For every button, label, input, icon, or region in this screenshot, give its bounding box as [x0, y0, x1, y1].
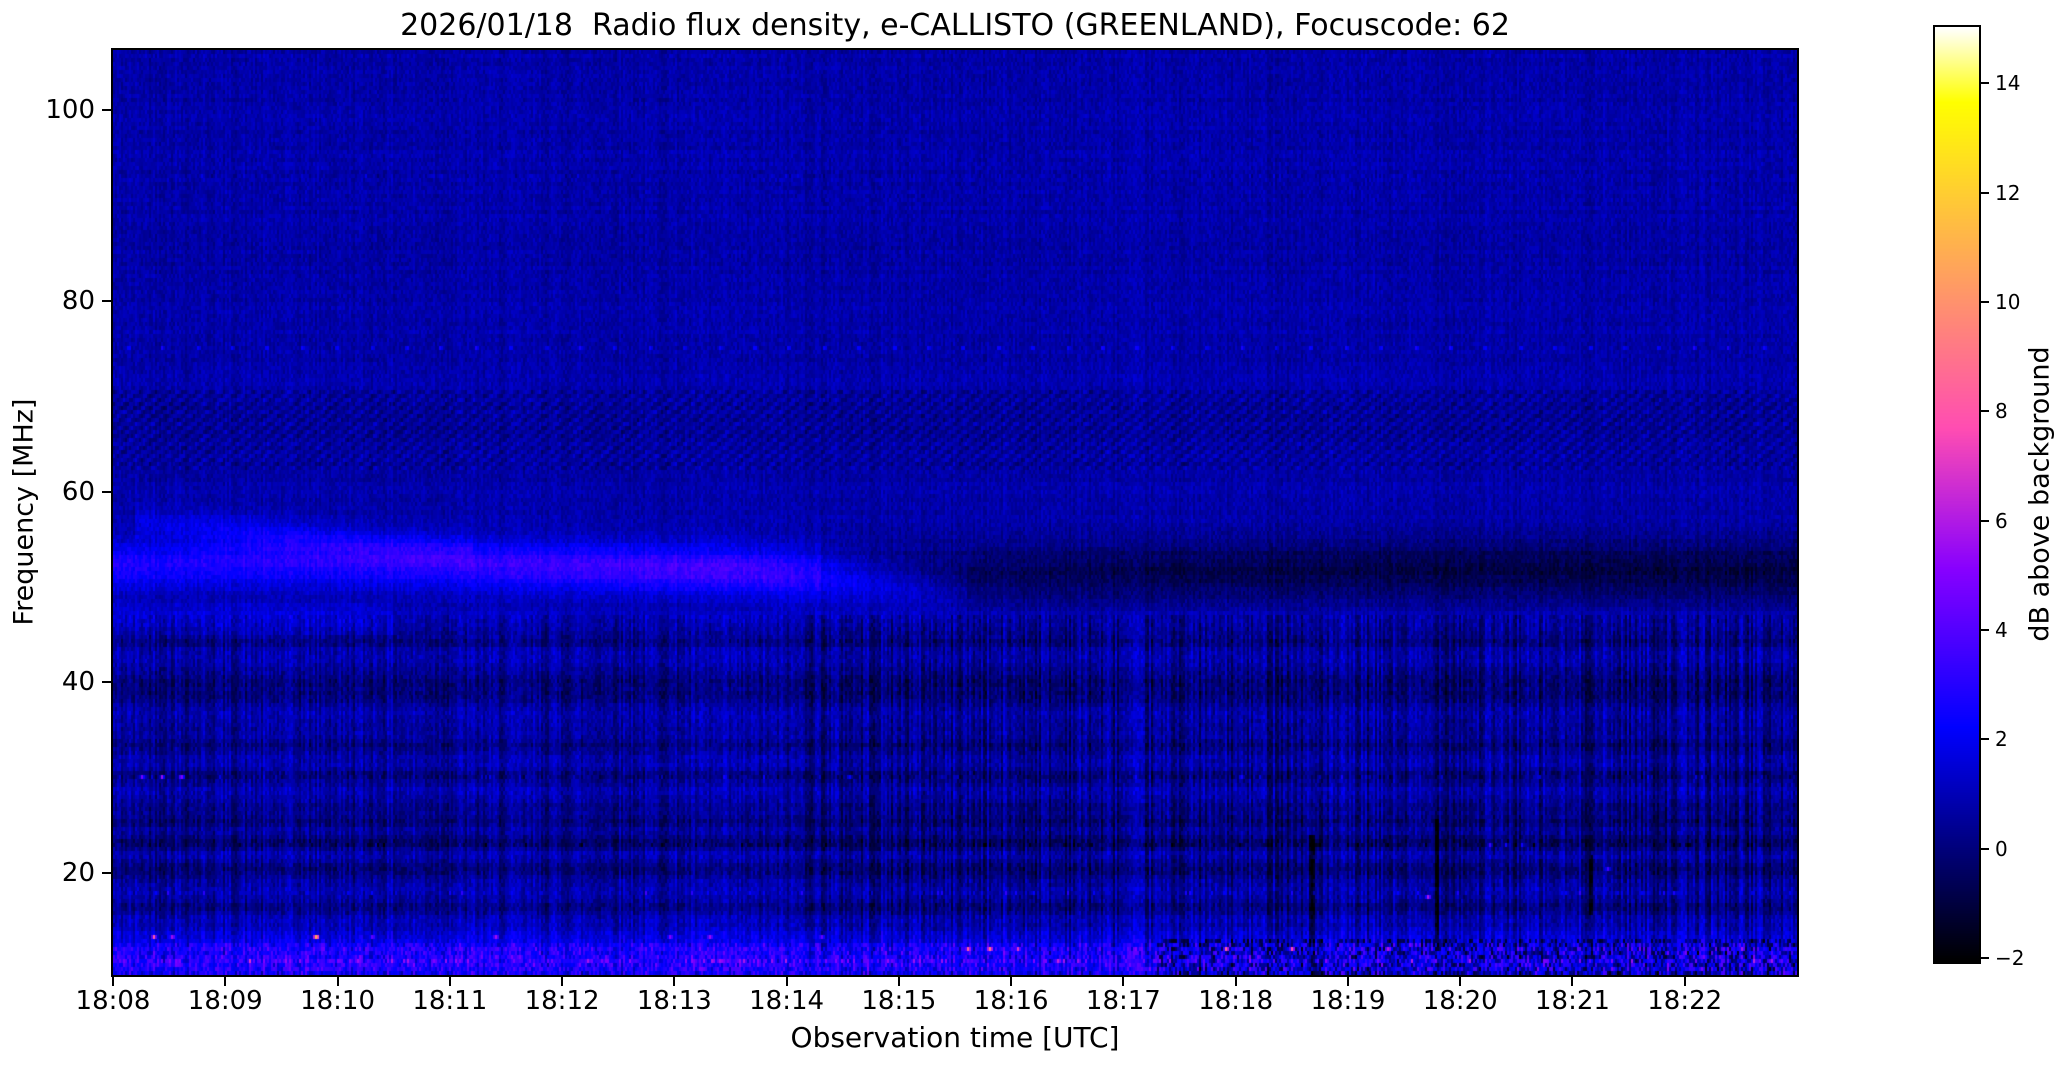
- colorbar-canvas: [1935, 27, 1979, 962]
- colorbar-tick-mark: [1981, 82, 1989, 85]
- colorbar-tick-label: 4: [1995, 618, 2008, 643]
- y-tick-mark: [102, 490, 111, 493]
- colorbar-tick-label: −2: [1995, 946, 2025, 971]
- x-tick-mark: [561, 977, 564, 986]
- x-tick-label: 18:09: [187, 986, 263, 1016]
- colorbar-tick-mark: [1981, 519, 1989, 522]
- x-tick-mark: [112, 977, 114, 986]
- y-tick-mark: [102, 871, 111, 874]
- x-tick-label: 18:11: [412, 986, 488, 1016]
- x-tick-mark: [785, 977, 788, 986]
- colorbar-tick-mark: [1981, 847, 1989, 850]
- x-tick-label: 18:18: [1198, 986, 1274, 1016]
- plot-area: [111, 48, 1799, 977]
- x-tick-mark: [1459, 977, 1462, 986]
- x-tick-mark: [1234, 977, 1237, 986]
- colorbar-tick-mark: [1981, 410, 1989, 413]
- x-tick-label: 18:13: [636, 986, 712, 1016]
- colorbar-tick-label: 12: [1995, 180, 2021, 205]
- y-tick-label: 60: [61, 476, 95, 507]
- colorbar-tick-mark: [1981, 191, 1989, 194]
- colorbar-tick-label: 14: [1995, 71, 2021, 96]
- x-tick-mark: [448, 977, 451, 986]
- colorbar-tick-label: 0: [1995, 836, 2008, 861]
- x-tick-mark: [1010, 977, 1013, 986]
- x-tick-mark: [673, 977, 676, 986]
- x-tick-label: 18:21: [1534, 986, 1610, 1016]
- x-tick-label: 18:16: [973, 986, 1049, 1016]
- y-tick-label: 80: [61, 285, 95, 316]
- x-tick-mark: [897, 977, 900, 986]
- x-tick-mark: [224, 977, 227, 986]
- colorbar-tick-mark: [1981, 738, 1989, 741]
- y-tick-mark: [102, 681, 111, 684]
- y-tick-label: 20: [61, 857, 95, 888]
- colorbar-tick-label: 6: [1995, 508, 2008, 533]
- y-tick-label: 40: [61, 667, 95, 698]
- x-tick-mark: [1346, 977, 1349, 986]
- x-tick-mark: [1122, 977, 1125, 986]
- colorbar-tick-label: 8: [1995, 399, 2008, 424]
- y-axis-label: Frequency [MHz]: [8, 398, 40, 626]
- x-tick-mark: [1683, 977, 1686, 986]
- x-tick-label: 18:10: [300, 986, 375, 1016]
- colorbar-label: dB above background: [2024, 346, 2056, 642]
- x-tick-label: 18:14: [749, 986, 825, 1016]
- colorbar: [1933, 25, 1981, 964]
- chart-title: 2026/01/18 Radio flux density, e-CALLIST…: [400, 8, 1510, 43]
- y-tick-label: 100: [45, 95, 95, 126]
- spectrogram-canvas: [113, 50, 1797, 975]
- y-tick-mark: [102, 299, 111, 302]
- x-tick-label: 18:08: [75, 986, 151, 1016]
- x-tick-label: 18:12: [524, 986, 600, 1016]
- x-tick-label: 18:17: [1085, 986, 1161, 1016]
- colorbar-tick-label: 10: [1995, 290, 2021, 315]
- x-tick-label: 18:22: [1647, 986, 1723, 1016]
- y-tick-mark: [102, 109, 111, 112]
- x-tick-label: 18:20: [1422, 986, 1498, 1016]
- x-tick-label: 18:19: [1310, 986, 1386, 1016]
- x-tick-mark: [336, 977, 339, 986]
- colorbar-tick-label: 2: [1995, 727, 2008, 752]
- x-tick-mark: [1571, 977, 1574, 986]
- colorbar-tick-mark: [1981, 957, 1989, 960]
- x-axis-label: Observation time [UTC]: [790, 1021, 1120, 1054]
- colorbar-tick-mark: [1981, 301, 1989, 304]
- x-tick-label: 18:15: [861, 986, 937, 1016]
- colorbar-tick-mark: [1981, 629, 1989, 632]
